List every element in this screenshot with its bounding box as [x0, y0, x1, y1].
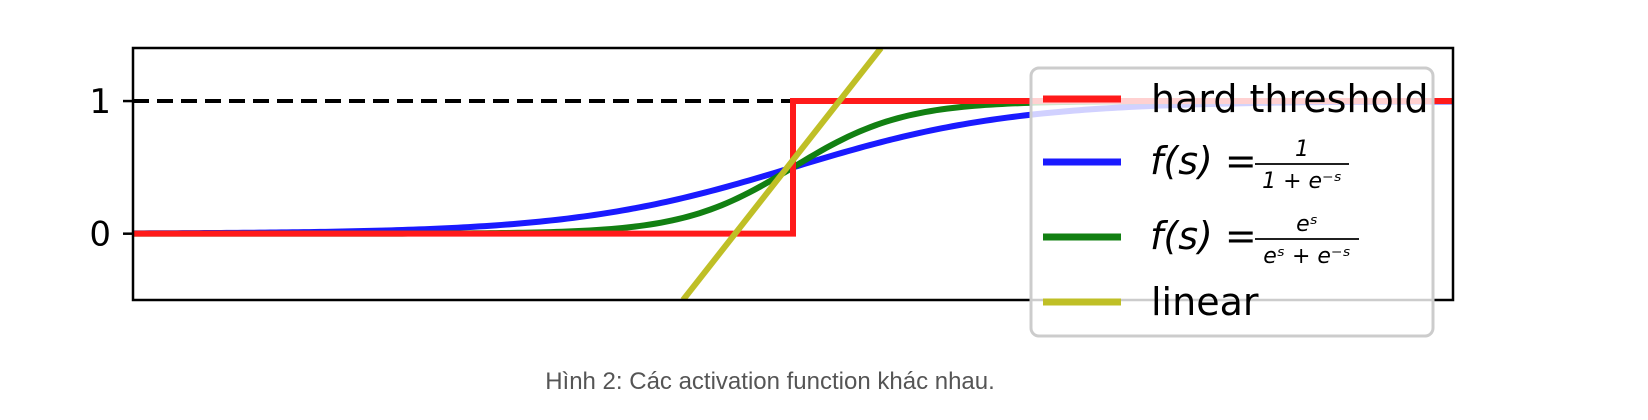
y-tick-label: 1: [89, 82, 111, 122]
legend-label: hard threshold: [1151, 77, 1429, 121]
legend-label-lhs: f(s) =: [1150, 139, 1257, 183]
legend-fraction-numerator: eˢ: [1296, 212, 1318, 237]
legend-box: [1029, 66, 1435, 338]
legend-fraction-denominator: 1 + e⁻ˢ: [1262, 169, 1342, 194]
legend-fraction-numerator: 1: [1295, 137, 1309, 162]
legend-label: linear: [1151, 280, 1259, 324]
legend-fraction-denominator: eˢ + e⁻ˢ: [1263, 244, 1351, 269]
legend-label-lhs: f(s) =: [1150, 214, 1257, 258]
y-tick-label: 0: [89, 215, 111, 255]
y-axis: 01: [89, 82, 133, 255]
figure-caption: Hình 2: Các activation function khác nha…: [545, 368, 995, 395]
legend: hard threshold f(s) = 1 1 + e⁻ˢf(s) = eˢ eˢ +…: [1029, 66, 1435, 338]
series-line-3: [680, 48, 884, 300]
plot-frame: [131, 46, 1455, 302]
